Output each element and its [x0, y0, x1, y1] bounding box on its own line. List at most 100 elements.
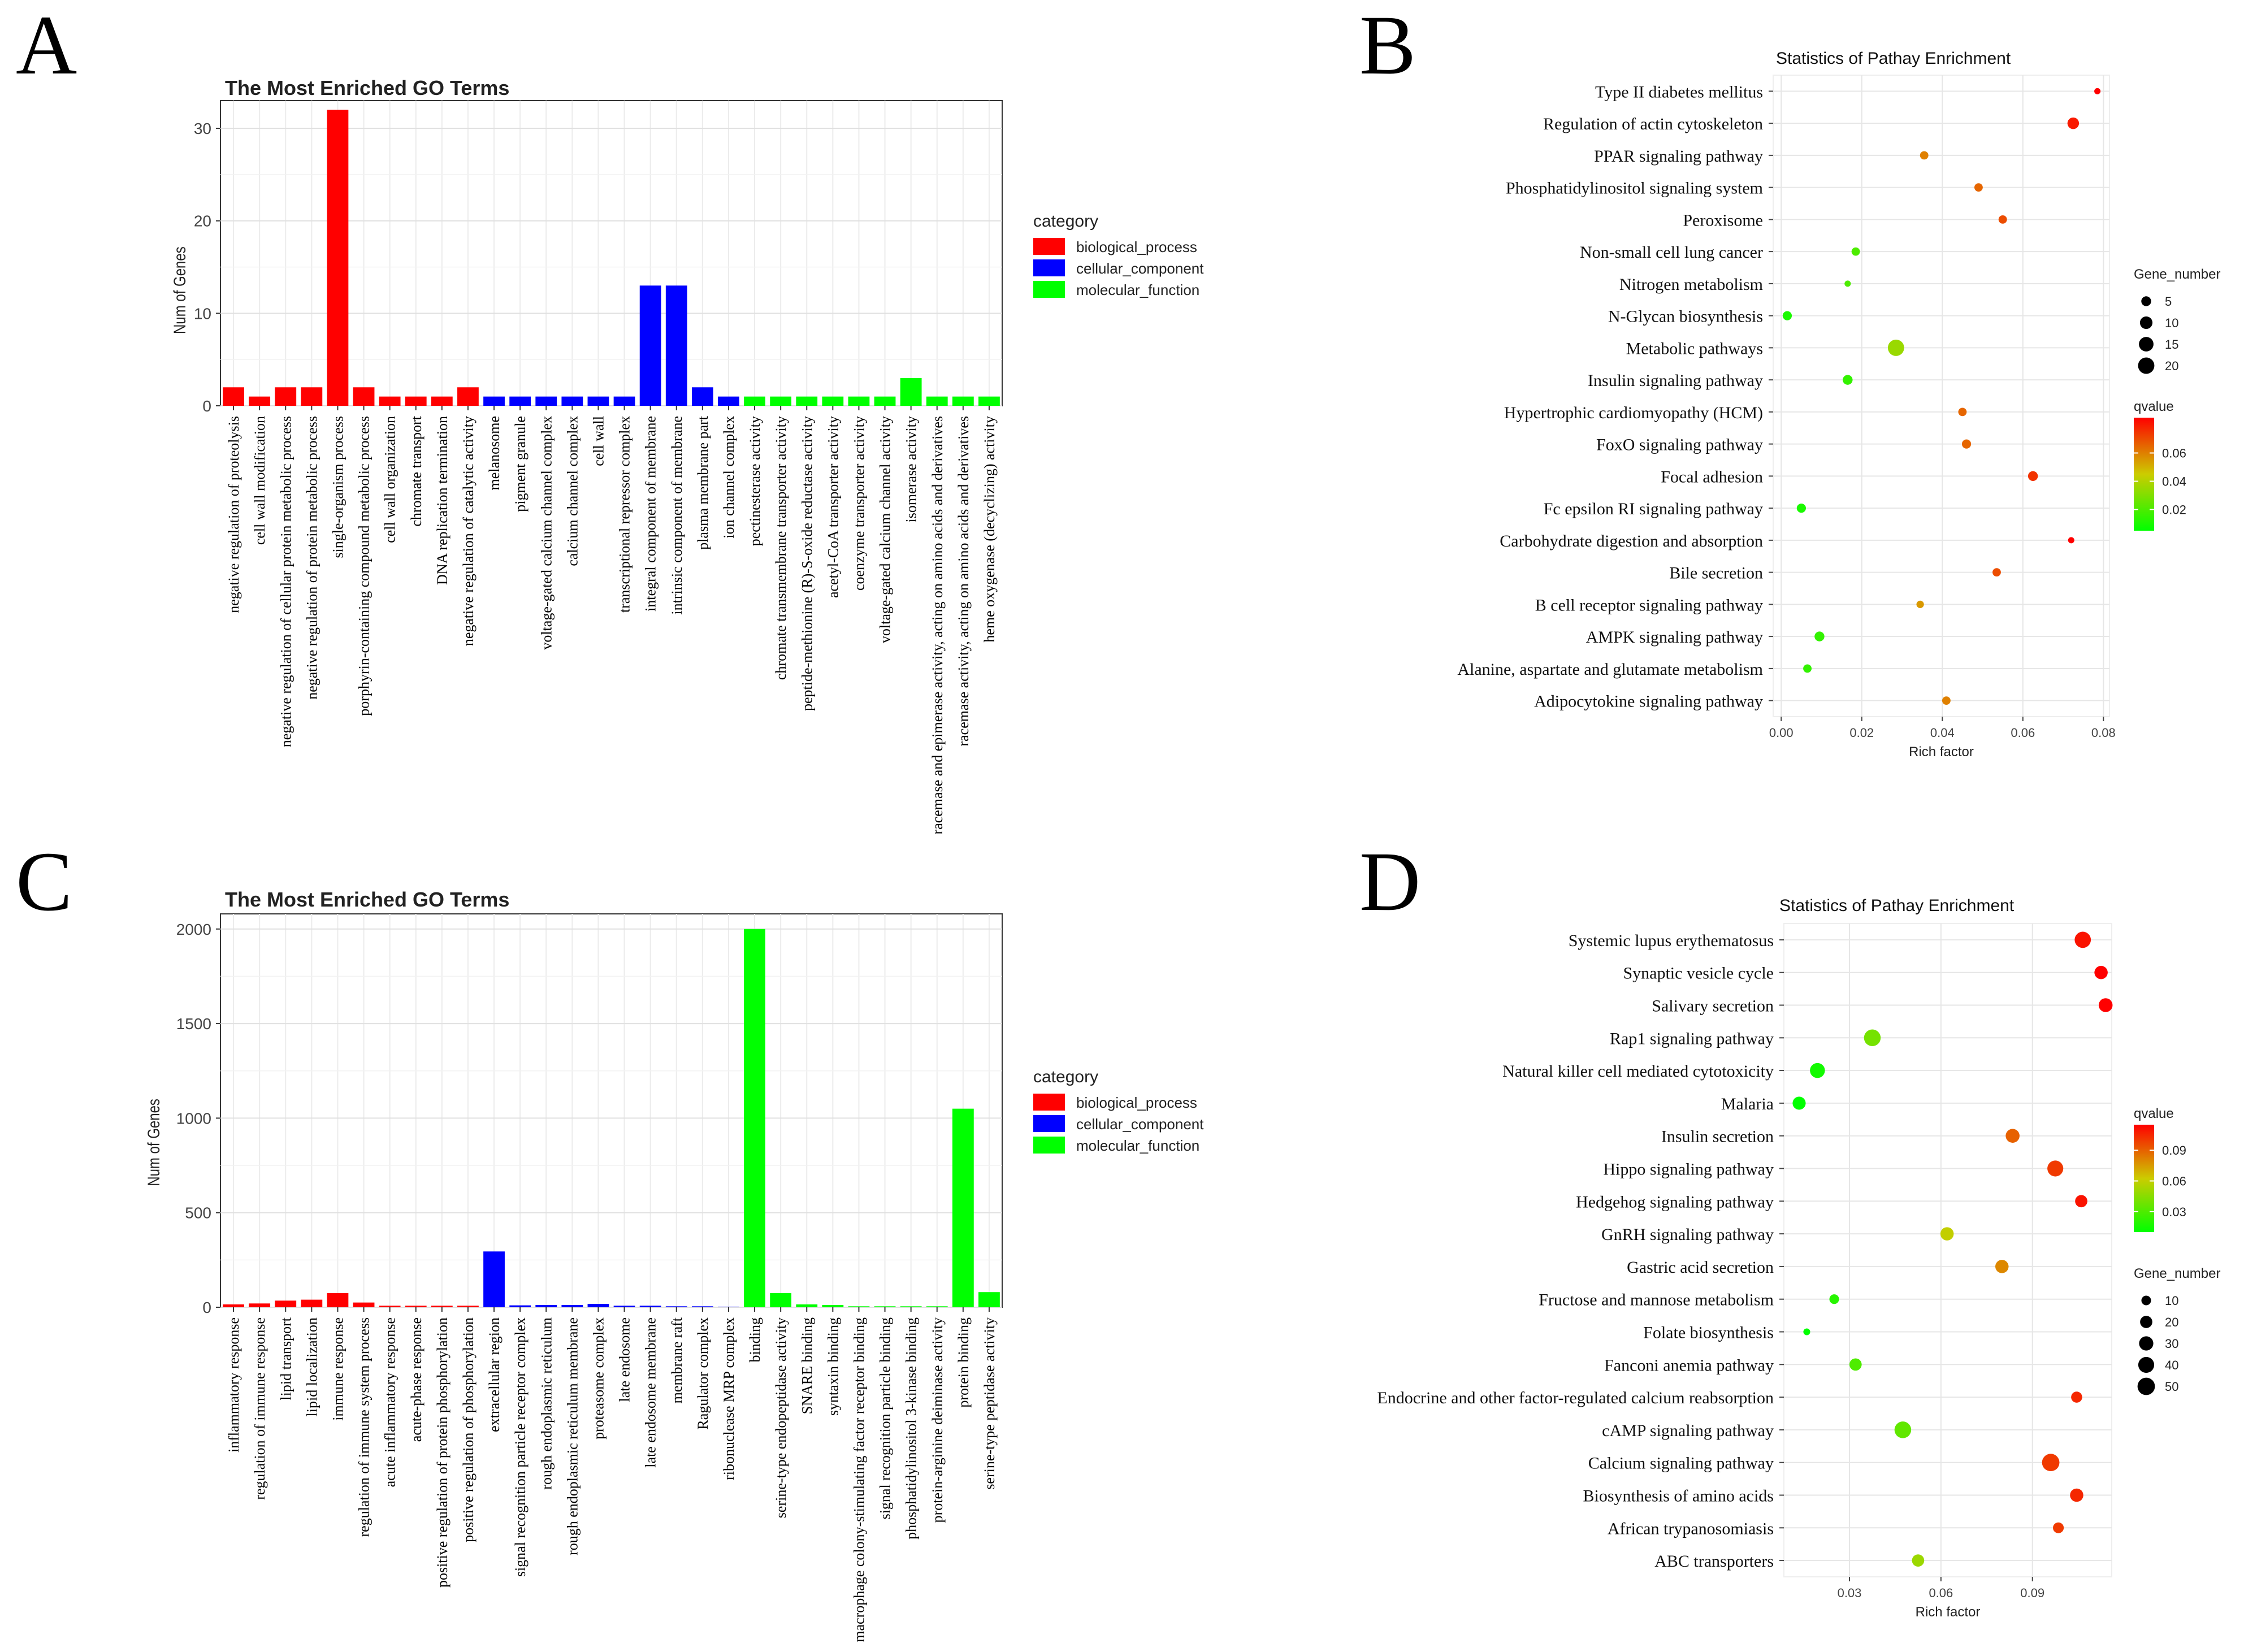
y-axis-label: Num of Genes: [144, 1099, 163, 1186]
bar: [822, 396, 844, 406]
bar: [874, 1306, 896, 1307]
category-label: calcium channel complex: [564, 416, 581, 566]
pathway-point: [1843, 375, 1853, 385]
pathway-label: cAMP signaling pathway: [1602, 1421, 1774, 1440]
bar: [379, 396, 401, 406]
bar: [978, 396, 1000, 406]
pathway-point: [1814, 631, 1825, 641]
pathway-label: Folate biosynthesis: [1643, 1324, 1774, 1342]
category-label: syntaxin binding: [825, 1317, 841, 1416]
pathway-point: [2028, 471, 2038, 482]
category-label: rough endoplasmic reticulum membrane: [564, 1317, 581, 1555]
pathway-point: [1995, 1260, 2009, 1273]
pathway-label: AMPK signaling pathway: [1586, 628, 1763, 647]
bar: [848, 1306, 870, 1307]
bar: [457, 1306, 479, 1307]
x-tick-label: 0.03: [1838, 1586, 1862, 1600]
bar: [796, 1304, 818, 1307]
bar: [405, 1306, 427, 1307]
pathway-point: [2075, 1195, 2087, 1208]
plot-panel: [1773, 75, 2110, 717]
legend-label: cellular_component: [1076, 260, 1204, 277]
pathway-label: PPAR signaling pathway: [1594, 147, 1763, 166]
size-legend-dot: [2141, 296, 2151, 306]
category-label: macrophage colony-stimulating factor rec…: [851, 1317, 867, 1642]
category-label: late endosome: [617, 1317, 633, 1402]
bar: [509, 396, 531, 406]
y-tick-label: 0: [202, 1299, 211, 1316]
legend-swatch: [1033, 1115, 1065, 1132]
bar: [509, 1305, 531, 1307]
legend-label: molecular_function: [1076, 281, 1199, 298]
pathway-point: [1961, 439, 1972, 449]
pathway-label: Adipocytokine signaling pathway: [1534, 692, 1763, 711]
category-label: porphyrin-containing compound metabolic …: [356, 416, 372, 716]
pathway-label: Phosphatidylinositol signaling system: [1506, 179, 1763, 198]
category-label: melanosome: [486, 416, 502, 490]
pathway-label: Systemic lupus erythematosus: [1569, 931, 1774, 950]
bar: [223, 387, 244, 406]
category-label: positive regulation of protein phosphory…: [434, 1317, 450, 1588]
category-label: pigment granule: [512, 416, 528, 512]
bar: [926, 396, 948, 406]
category-label: immune response: [330, 1317, 346, 1421]
bar: [327, 110, 349, 406]
x-tick-label: 0.06: [1929, 1586, 1953, 1600]
category-label: ribonuclease MRP complex: [721, 1317, 737, 1480]
qvalue-colorbar: [2134, 418, 2154, 531]
y-tick-label: 1000: [176, 1109, 211, 1127]
bar: [587, 396, 609, 406]
bar: [822, 1304, 844, 1307]
size-legend-label: 10: [2165, 1294, 2178, 1308]
pathway-label: Non-small cell lung cancer: [1580, 243, 1763, 262]
category-label: racemase and epimerase activity, acting …: [929, 416, 946, 834]
bar: [900, 1306, 922, 1307]
pathway-point: [2053, 1522, 2064, 1533]
bar: [718, 396, 739, 406]
pathway-label: Malaria: [1721, 1095, 1774, 1113]
category-label: signal recognition particle binding: [877, 1317, 894, 1519]
category-label: negative regulation of proteolysis: [226, 416, 242, 613]
size-legend-dot: [2138, 357, 2155, 374]
size-legend-dot: [2139, 337, 2154, 352]
category-label: lipid transport: [278, 1317, 294, 1400]
y-tick-label: 2000: [176, 921, 211, 938]
category-label: serine-type peptidase activity: [981, 1317, 998, 1490]
bar: [483, 1251, 505, 1307]
x-tick-label: 0.08: [2091, 726, 2116, 740]
pathway-point: [1792, 1096, 1806, 1110]
pathway-label: Type II diabetes mellitus: [1595, 83, 1763, 101]
bar: [249, 1303, 271, 1307]
bar: [848, 396, 870, 406]
pathway-label: Bile secretion: [1669, 564, 1763, 583]
y-tick-label: 30: [194, 120, 211, 137]
pathway-label: Peroxisome: [1683, 211, 1763, 229]
size-legend-title: Gene_number: [2134, 1266, 2220, 1281]
pathway-point: [2047, 1160, 2064, 1177]
category-label: ion channel complex: [721, 416, 737, 539]
pathway-point: [1803, 1328, 1810, 1336]
pathway-label: Carbohydrate digestion and absorption: [1500, 532, 1763, 550]
pathway-label: Salivary secretion: [1652, 997, 1774, 1016]
plot-panel: [220, 100, 1003, 406]
category-label: acetyl-CoA transporter activity: [825, 416, 841, 598]
pathway-point: [2094, 88, 2101, 94]
bar: [665, 1306, 687, 1307]
pathway-dot-chart-d: Statistics of Pathay Enrichment 0.03 0.06 0…: [1377, 896, 2220, 1620]
pathway-point: [1796, 504, 1806, 513]
bar: [639, 285, 661, 406]
pathway-point: [1782, 311, 1792, 320]
pathway-label: Endocrine and other factor-regulated cal…: [1377, 1389, 1774, 1407]
size-legend-label: 20: [2165, 1315, 2178, 1329]
chart-title: Statistics of Pathay Enrichment: [1779, 896, 2015, 915]
size-legend-dot: [2137, 1377, 2155, 1395]
category-label: protein binding: [955, 1317, 972, 1408]
bar: [639, 1306, 661, 1307]
colorbar-tick-label: 0.03: [2162, 1205, 2186, 1219]
pathway-point: [2074, 931, 2091, 948]
category-label: regulation of immune response: [252, 1317, 268, 1500]
bar: [691, 1306, 713, 1307]
pathway-point: [1829, 1294, 1839, 1304]
panel-label-a: A: [16, 0, 77, 92]
